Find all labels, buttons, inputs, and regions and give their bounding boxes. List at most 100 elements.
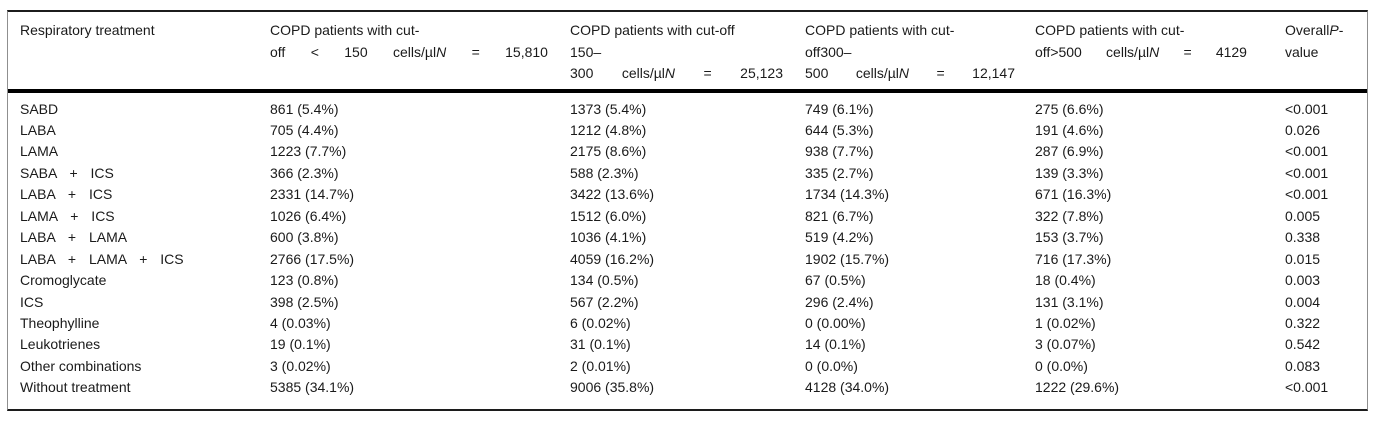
count-cell: 2175 (8.6%) — [570, 143, 647, 160]
p-value-cell: 0.005 — [1285, 207, 1321, 224]
header-token: = — [704, 63, 712, 85]
header-token: cells/µlN — [393, 42, 446, 64]
header-token: 150 — [344, 42, 367, 64]
header-token: OverallP- — [1285, 22, 1343, 38]
header-text: value — [1285, 43, 1319, 60]
p-value-cell: <0.001 — [1285, 186, 1329, 203]
header-token: Respiratory treatment — [20, 22, 155, 38]
count-cell: 19 (0.1%) — [270, 336, 331, 353]
count-cell: 6 (0.02%) — [570, 315, 631, 332]
header-text: = — [936, 65, 945, 81]
count-cell: 0 (0.0%) — [1035, 357, 1088, 374]
header-text: Respiratory treatment — [20, 22, 155, 38]
header-text: 25,123 — [740, 65, 783, 81]
respiratory-treatment-table: Respiratory treatment COPD patients with … — [7, 10, 1368, 411]
count-cell: 9006 (35.8%) — [570, 379, 655, 396]
count-cell: 335 (2.7%) — [805, 164, 874, 181]
count-cell: 139 (3.3%) — [1035, 164, 1104, 181]
header-token: 15,810 — [505, 42, 548, 64]
header-line: 150– — [570, 42, 805, 64]
treatment-label: LABA + LAMA — [20, 229, 128, 246]
header-text: 150– — [570, 43, 602, 60]
p-value-cell: 0.338 — [1285, 229, 1321, 246]
count-cell: 1223 (7.7%) — [270, 143, 347, 160]
header-line: COPD patients with cut- — [805, 20, 1035, 42]
header-text: COPD patients with cut- — [1035, 22, 1185, 38]
header-text: COPD patients with cut- — [270, 22, 420, 38]
column-header-cutoff-300-500: COPD patients with cut-off300– 500 cells/µ… — [805, 20, 1035, 85]
count-cell: 705 (4.4%) — [270, 121, 339, 138]
count-cell: 296 (2.4%) — [805, 293, 874, 310]
table-header-row: Respiratory treatment COPD patients with … — [8, 12, 1367, 93]
header-line: COPD patients with cut- — [1035, 20, 1285, 42]
count-cell: 153 (3.7%) — [1035, 229, 1104, 246]
treatment-label: LABA + ICS — [20, 186, 113, 203]
treatment-label: Other combinations — [20, 357, 142, 374]
header-text: = — [703, 65, 712, 81]
header-line: 500 cells/µlN = 12,147 — [805, 63, 1035, 85]
table-row: Leukotrienes 19 (0.1%) 31 (0.1%) 14 (0.1%) 3… — [8, 334, 1367, 355]
count-cell: 861 (5.4%) — [270, 100, 339, 117]
header-text: off — [270, 43, 286, 60]
header-token: 150– — [570, 44, 601, 60]
header-text: = — [1183, 43, 1192, 60]
count-cell: 716 (17.3%) — [1035, 250, 1112, 267]
treatment-label: SABD — [20, 100, 59, 117]
count-cell: 0 (0.00%) — [805, 315, 866, 332]
header-token: cells/µlN — [856, 63, 909, 85]
treatment-label: Theophylline — [20, 315, 100, 332]
treatment-label: LABA + LAMA + ICS — [20, 250, 184, 267]
header-line: 300 cells/µlN = 25,123 — [570, 63, 805, 85]
count-cell: 567 (2.2%) — [570, 293, 639, 310]
count-cell: 134 (0.5%) — [570, 272, 639, 289]
table-row: Cromoglycate 123 (0.8%) 134 (0.5%) 67 (0.5%… — [8, 270, 1367, 291]
header-text: cells/µl — [1106, 43, 1150, 60]
count-cell: 322 (7.8%) — [1035, 207, 1104, 224]
header-text: COPD patients with cut-off — [570, 22, 735, 38]
count-cell: 519 (4.2%) — [805, 229, 874, 246]
count-cell: 67 (0.5%) — [805, 272, 866, 289]
treatment-label: LAMA + ICS — [20, 207, 115, 224]
table-row: LABA + ICS 2331 (14.7%) 3422 (13.6%) 1734 (… — [8, 184, 1367, 205]
header-token: 25,123 — [740, 63, 783, 85]
treatment-label: ICS — [20, 293, 44, 310]
p-value-cell: <0.001 — [1285, 164, 1329, 181]
header-token: = — [1183, 42, 1191, 64]
count-cell: 4 (0.03%) — [270, 315, 331, 332]
header-token: = — [937, 63, 945, 85]
header-token: 4129 — [1216, 42, 1247, 64]
table-row: LABA + LAMA 600 (3.8%) 1036 (4.1%) 519 (4.2… — [8, 227, 1367, 248]
treatment-label: LAMA — [20, 143, 59, 160]
count-cell: 287 (6.9%) — [1035, 143, 1104, 160]
header-line: OverallP- — [1285, 20, 1367, 42]
header-token: = — [472, 42, 480, 64]
p-value-cell: 0.542 — [1285, 336, 1321, 353]
count-cell: 1 (0.02%) — [1035, 315, 1096, 332]
p-value-cell: 0.003 — [1285, 272, 1321, 289]
count-cell: 2 (0.01%) — [570, 357, 631, 374]
header-text: = — [471, 43, 480, 60]
header-token: < — [311, 42, 319, 64]
header-token: COPD patients with cut-off — [570, 22, 735, 38]
count-cell: 3 (0.07%) — [1035, 336, 1096, 353]
treatment-label: Cromoglycate — [20, 272, 107, 289]
italic-symbol: P — [1329, 22, 1339, 38]
count-cell: 600 (3.8%) — [270, 229, 339, 246]
count-cell: 821 (6.7%) — [805, 207, 874, 224]
count-cell: 123 (0.8%) — [270, 272, 339, 289]
count-cell: 5385 (34.1%) — [270, 379, 355, 396]
header-token: 300 — [570, 63, 593, 85]
count-cell: 14 (0.1%) — [805, 336, 866, 353]
count-cell: 1734 (14.3%) — [805, 186, 890, 203]
header-line: COPD patients with cut-off — [570, 20, 805, 42]
header-token: value — [1285, 44, 1318, 60]
p-value-cell: 0.015 — [1285, 250, 1321, 267]
count-cell: 1373 (5.4%) — [570, 100, 647, 117]
header-text: COPD patients with cut- — [805, 22, 955, 38]
count-cell: 4059 (16.2%) — [570, 250, 655, 267]
header-text: cells/µl — [392, 43, 437, 60]
header-text: 12,147 — [972, 65, 1015, 81]
header-text: 300 — [570, 65, 594, 81]
count-cell: 31 (0.1%) — [570, 336, 631, 353]
header-text: 15,810 — [505, 43, 548, 60]
